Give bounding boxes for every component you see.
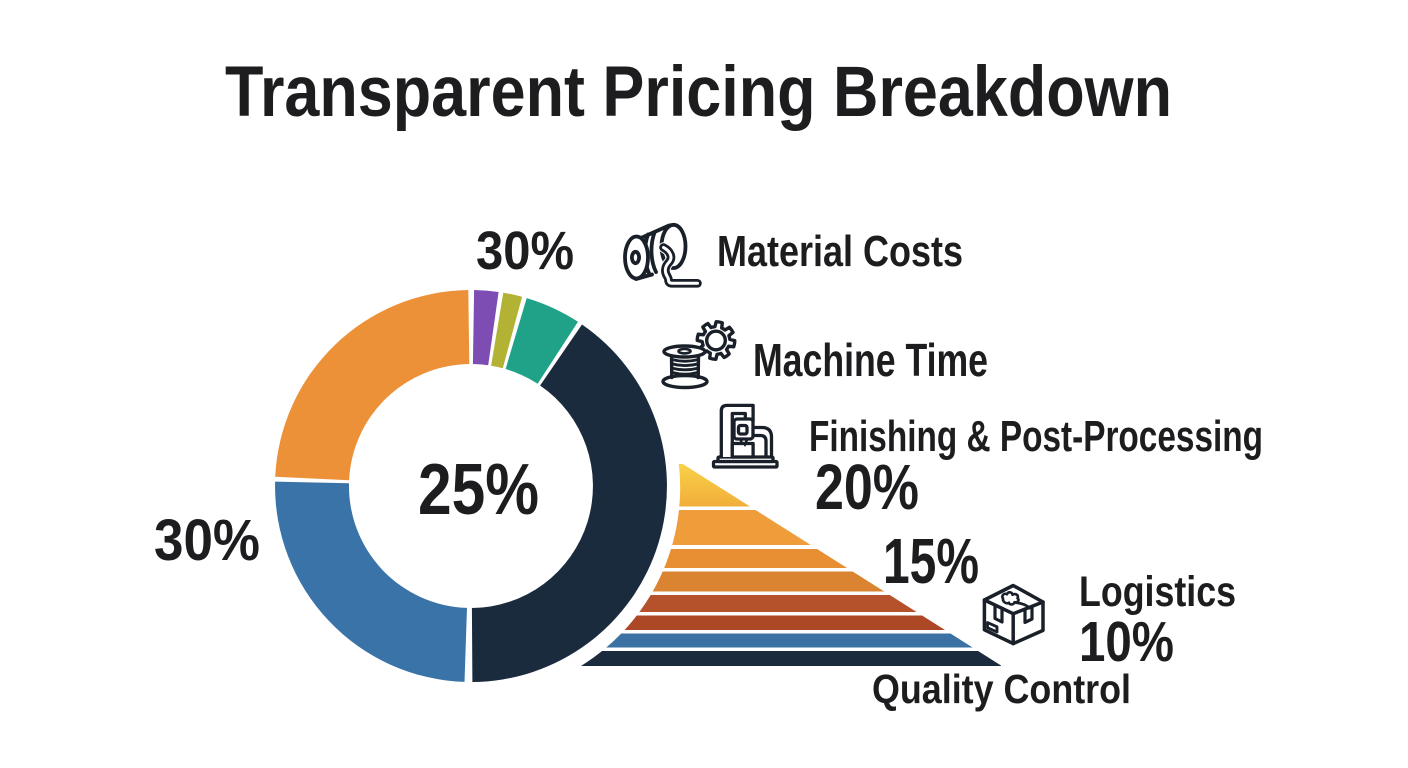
svg-text:Transparent Pricing Breakdown: Transparent Pricing Breakdown xyxy=(225,53,1172,132)
svg-text:Finishing & Post-Processing: Finishing & Post-Processing xyxy=(809,412,1263,461)
svg-text:25%: 25% xyxy=(418,450,539,530)
svg-text:20%: 20% xyxy=(815,451,919,523)
svg-text:Material Costs: Material Costs xyxy=(717,227,963,276)
svg-text:30%: 30% xyxy=(476,221,574,281)
svg-text:15%: 15% xyxy=(883,525,979,597)
svg-text:Quality Control: Quality Control xyxy=(872,666,1131,712)
svg-text:30%: 30% xyxy=(154,508,260,573)
svg-text:Logistics: Logistics xyxy=(1079,568,1236,616)
svg-text:10%: 10% xyxy=(1079,610,1174,674)
svg-text:Machine Time: Machine Time xyxy=(753,334,988,386)
